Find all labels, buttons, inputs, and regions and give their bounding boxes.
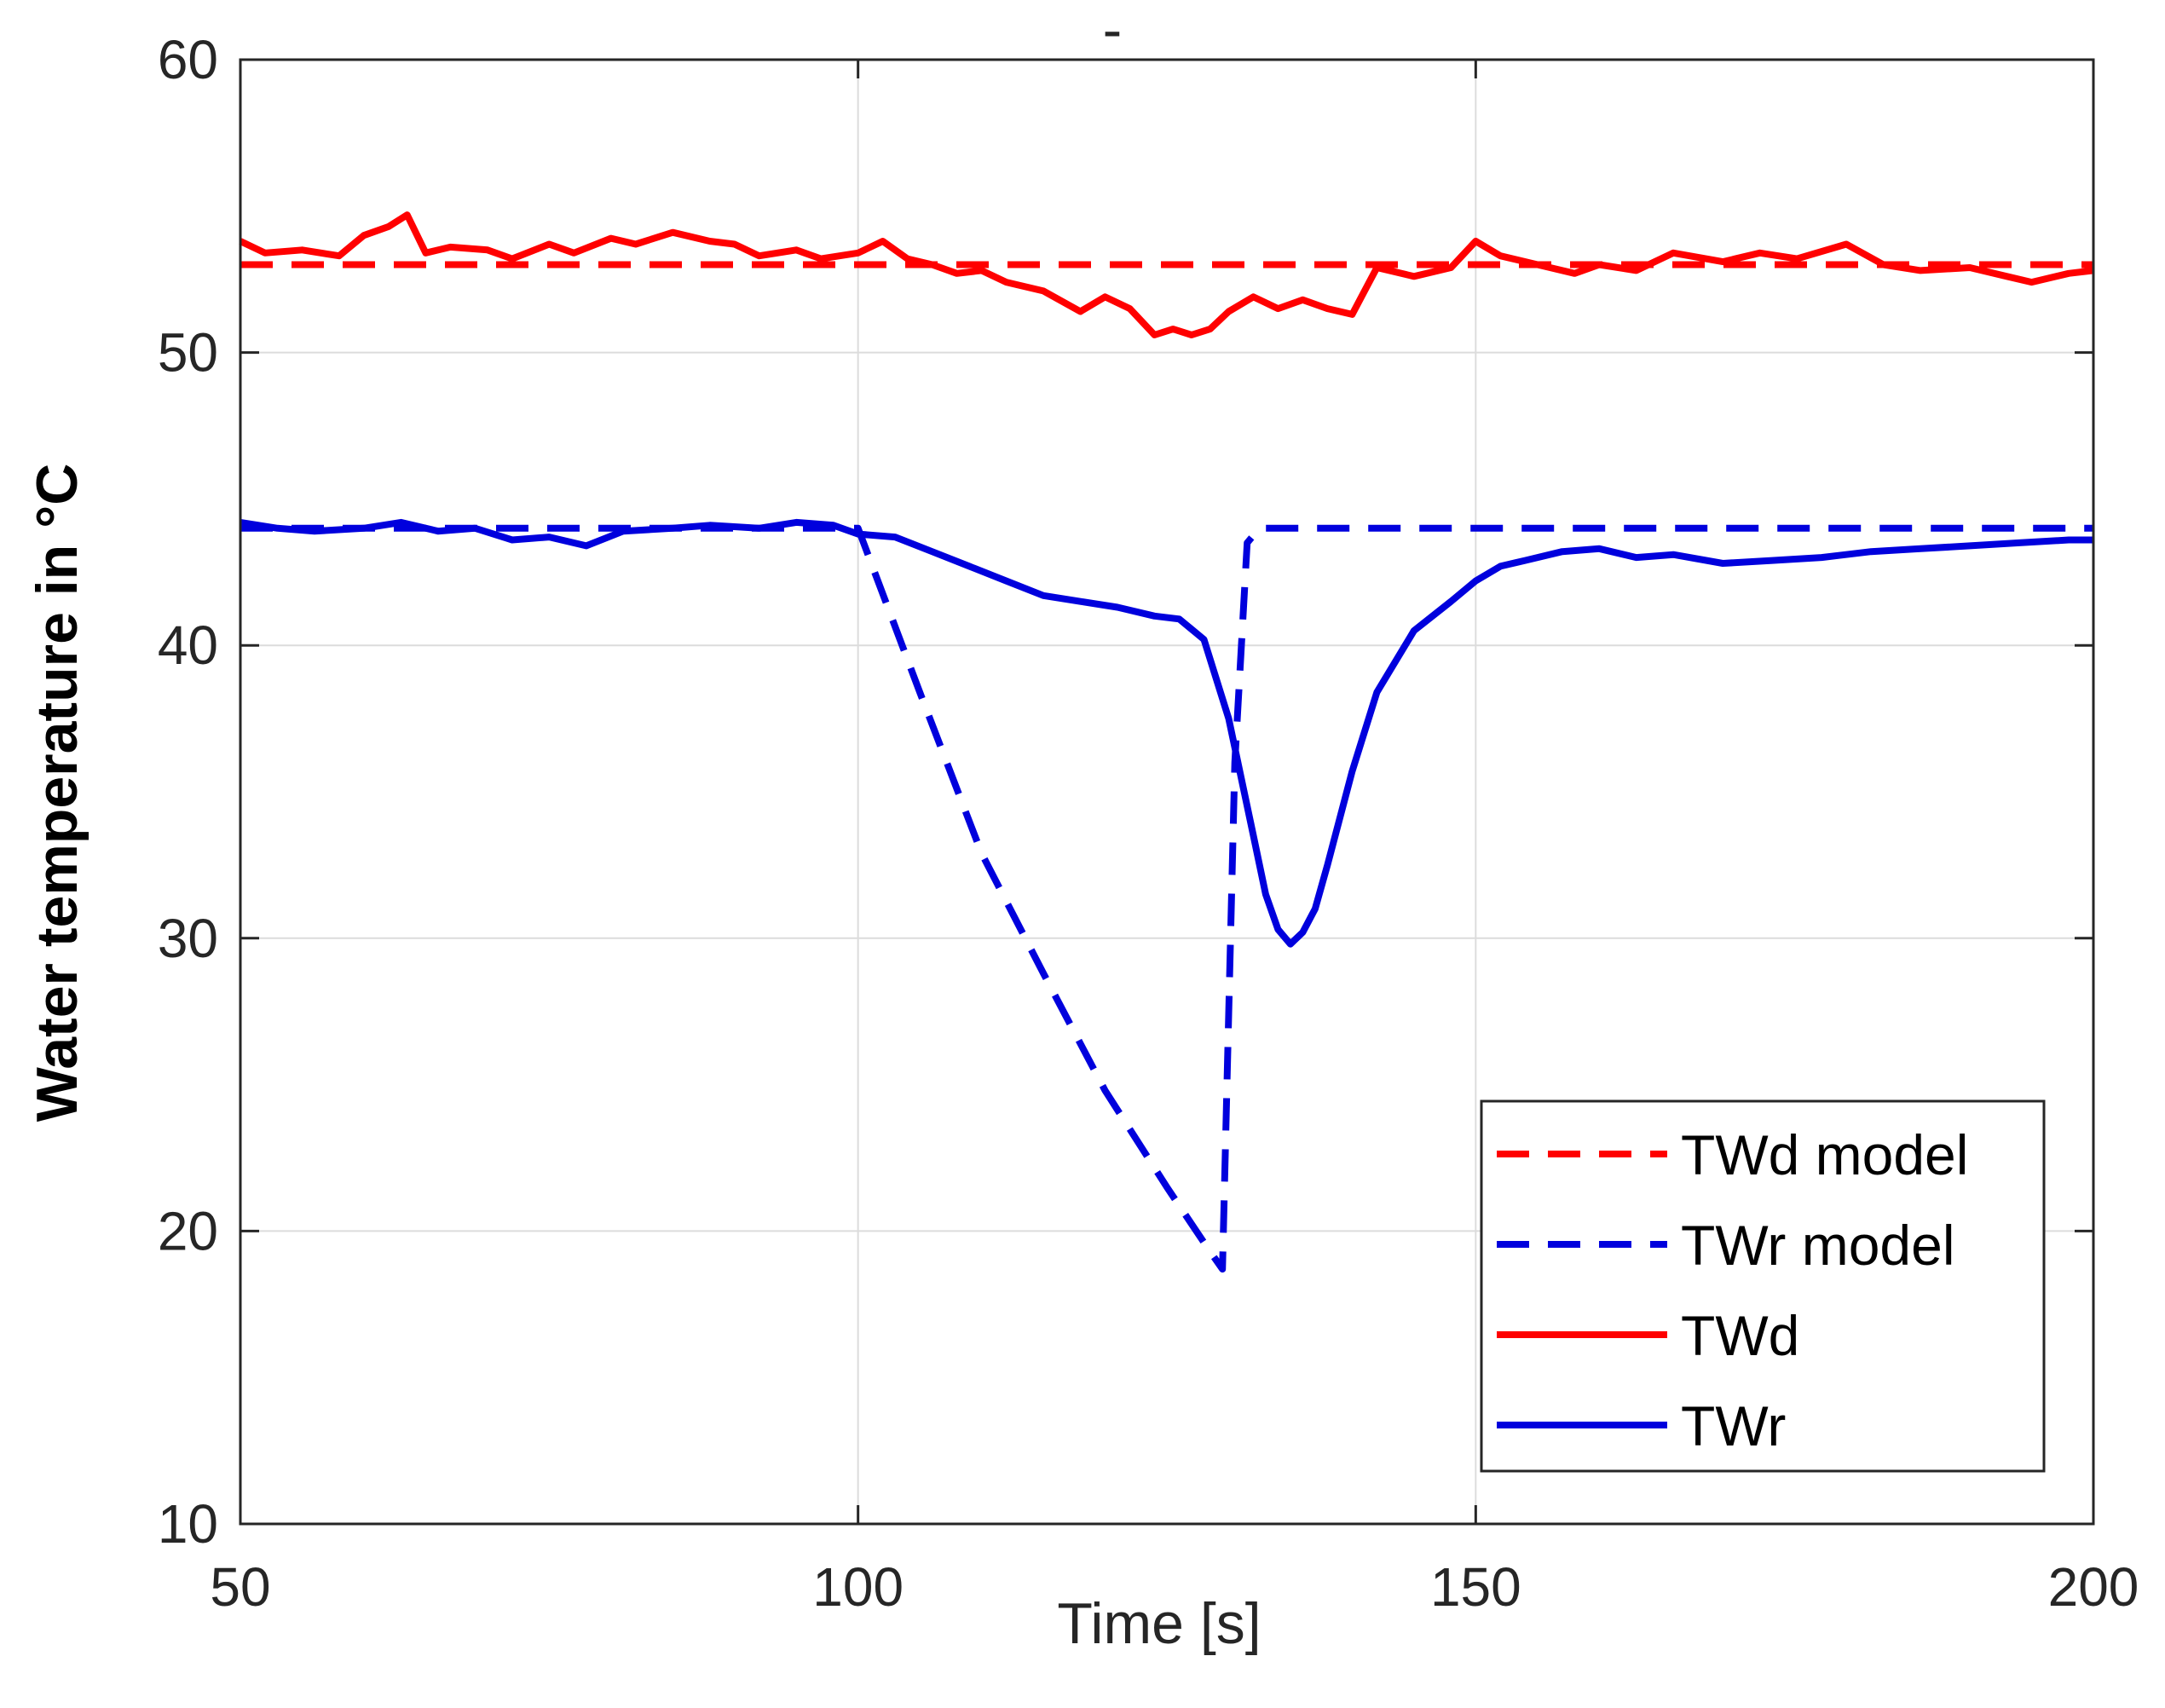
x-tick-label: 150: [1430, 1556, 1521, 1618]
series-group: [239, 211, 2094, 1273]
series-twr-model: [240, 524, 2093, 1273]
axes-box: [239, 58, 2095, 1526]
x-tick-label: 200: [2048, 1556, 2139, 1618]
y-tick-label: 40: [158, 615, 218, 676]
y-axis-label: Water temperature in °C: [25, 464, 89, 1122]
series-twd: [239, 211, 2094, 338]
legend-label-twr: TWr: [1681, 1394, 1786, 1457]
ticks: [239, 58, 2095, 1526]
tick-labels: 50 100 150 200 10 20 30 40 50 60: [158, 29, 2139, 1618]
y-tick-label: 20: [158, 1200, 218, 1261]
chart-title: -: [1103, 0, 1123, 62]
legend: TWd model TWr model TWd TWr: [1480, 1099, 2046, 1473]
legend-label-twr-model: TWr model: [1681, 1214, 1955, 1277]
legend-label-twd: TWd: [1681, 1304, 1799, 1367]
legend-label-twd-model: TWd model: [1681, 1123, 1968, 1186]
legend-box: [1480, 1099, 2046, 1473]
y-tick-label: 30: [158, 908, 218, 969]
x-tick-label: 50: [210, 1556, 270, 1618]
x-axis-label: Time [s]: [1057, 1591, 1261, 1656]
series-twr: [240, 518, 2093, 948]
y-tick-label: 60: [158, 29, 218, 90]
x-tick-label: 100: [812, 1556, 904, 1618]
y-tick-label: 10: [158, 1493, 218, 1555]
y-tick-label: 50: [158, 322, 218, 384]
